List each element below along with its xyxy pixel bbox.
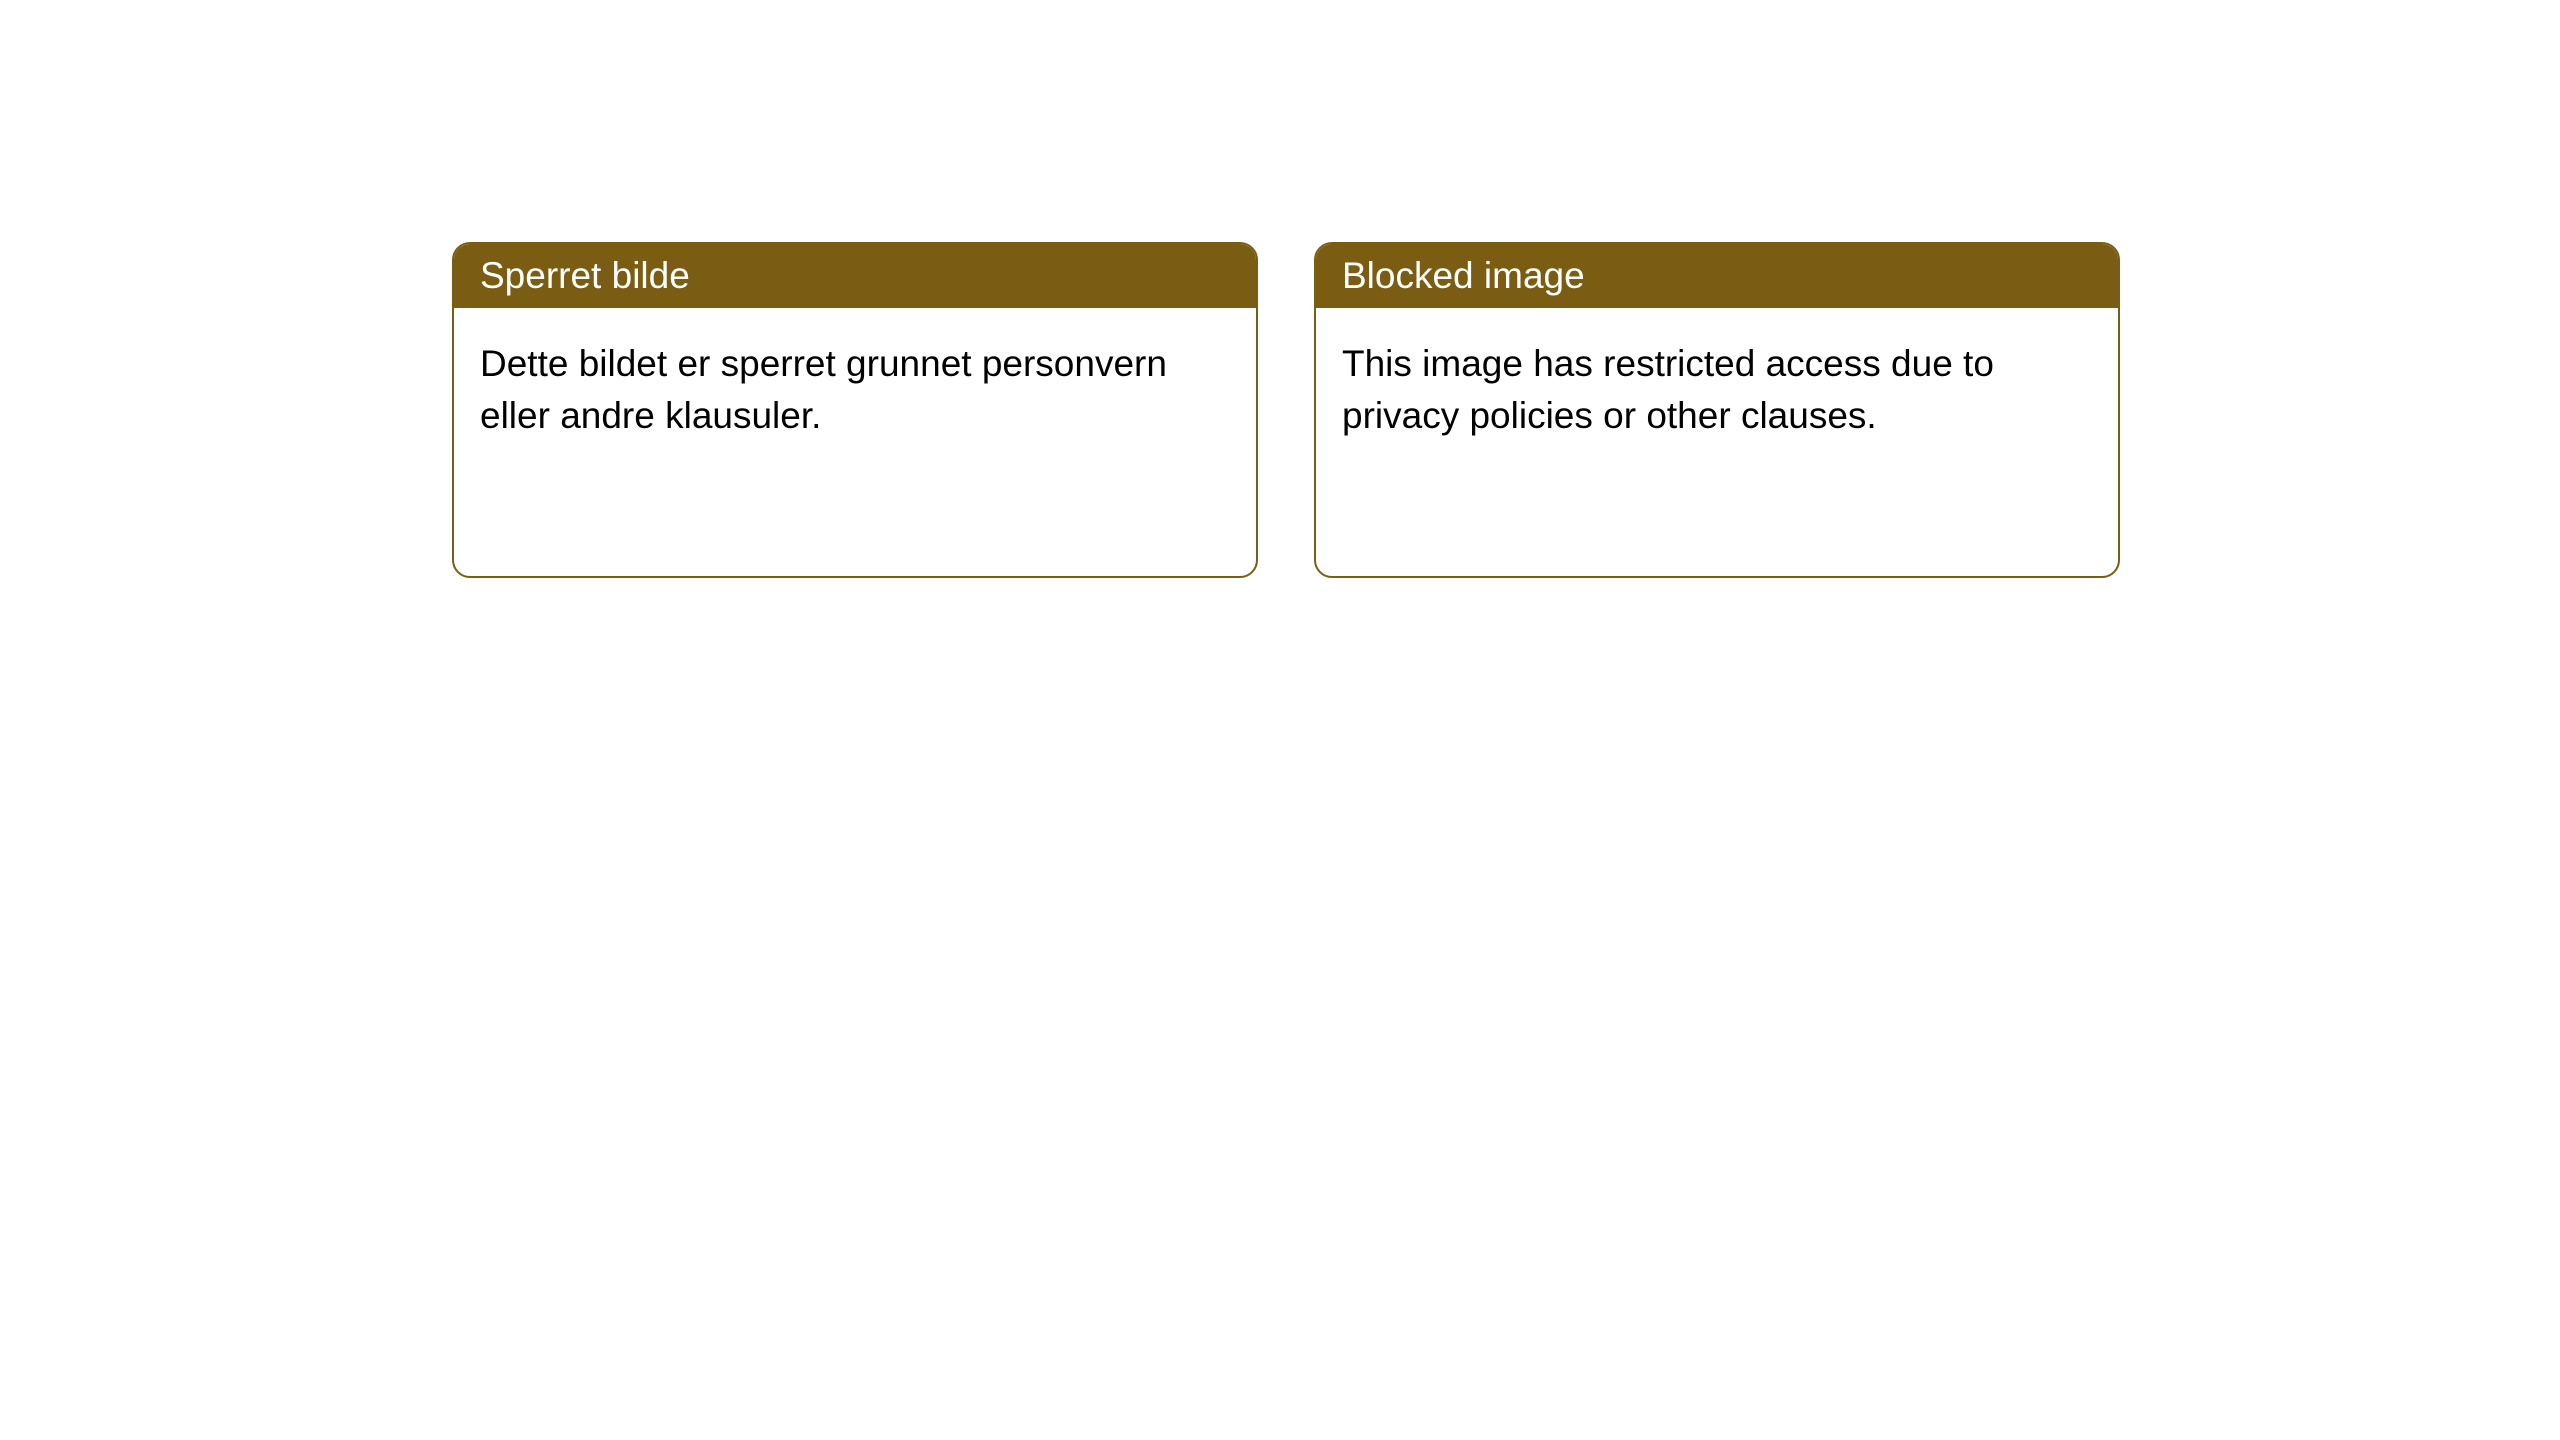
card-header: Sperret bilde: [454, 244, 1256, 308]
card-body: Dette bildet er sperret grunnet personve…: [454, 308, 1256, 472]
blocked-image-card-no: Sperret bilde Dette bildet er sperret gr…: [452, 242, 1258, 578]
card-header: Blocked image: [1316, 244, 2118, 308]
blocked-image-card-en: Blocked image This image has restricted …: [1314, 242, 2120, 578]
card-title: Sperret bilde: [480, 255, 690, 296]
card-message: This image has restricted access due to …: [1342, 343, 1994, 436]
card-title: Blocked image: [1342, 255, 1585, 296]
card-message: Dette bildet er sperret grunnet personve…: [480, 343, 1167, 436]
cards-container: Sperret bilde Dette bildet er sperret gr…: [0, 0, 2560, 578]
card-body: This image has restricted access due to …: [1316, 308, 2118, 472]
